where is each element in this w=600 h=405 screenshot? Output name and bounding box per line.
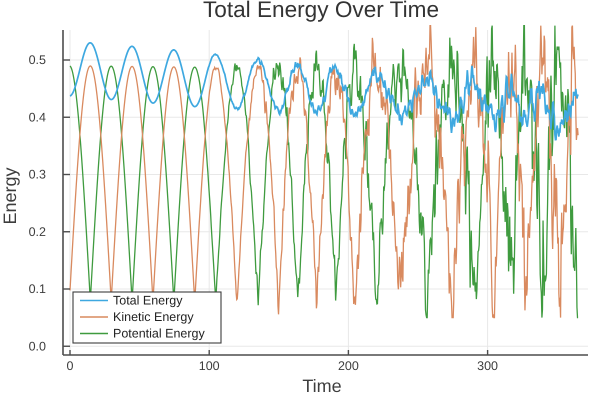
- svg-text:0.2: 0.2: [29, 225, 46, 239]
- svg-text:Total Energy Over Time: Total Energy Over Time: [203, 0, 439, 22]
- svg-text:0: 0: [67, 359, 74, 373]
- svg-text:Kinetic Energy: Kinetic Energy: [113, 310, 194, 324]
- svg-text:Energy: Energy: [0, 167, 20, 224]
- svg-text:0.3: 0.3: [29, 168, 46, 182]
- svg-text:Total Energy: Total Energy: [113, 294, 183, 308]
- svg-text:0.1: 0.1: [29, 282, 46, 296]
- svg-text:0.0: 0.0: [29, 340, 46, 354]
- svg-text:300: 300: [477, 359, 498, 373]
- svg-text:100: 100: [199, 359, 220, 373]
- svg-text:0.5: 0.5: [29, 53, 46, 67]
- svg-text:200: 200: [338, 359, 359, 373]
- svg-text:Potential Energy: Potential Energy: [113, 327, 205, 341]
- svg-text:0.4: 0.4: [29, 111, 46, 125]
- svg-text:Time: Time: [302, 376, 341, 396]
